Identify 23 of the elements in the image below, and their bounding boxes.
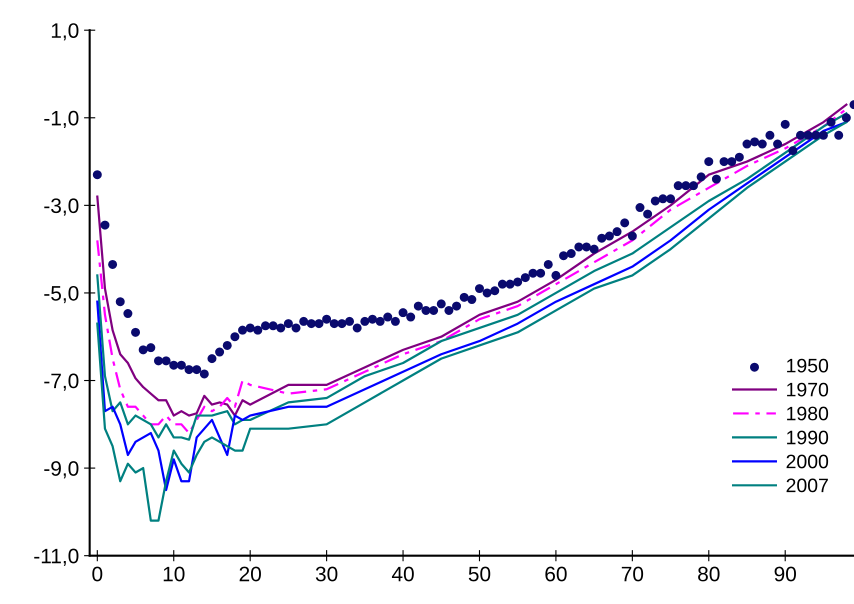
legend-label: 1950 <box>787 358 828 372</box>
x-tick-label: 40 <box>392 566 414 582</box>
x-tick-label: 70 <box>622 566 644 582</box>
x-tick-label: 10 <box>164 566 185 582</box>
legend-label: 2000 <box>786 454 828 468</box>
x-tick-label: 90 <box>774 566 796 582</box>
x-tick-label: 0 <box>92 566 102 582</box>
y-tick-label: -1,0 <box>44 110 78 128</box>
y-tick-label: -5,0 <box>44 286 78 304</box>
y-tick-label: -7,0 <box>44 374 78 391</box>
x-tick-label: 60 <box>545 566 567 582</box>
y-tick-label: -3,0 <box>44 198 78 216</box>
x-tick-label: 20 <box>240 566 261 582</box>
legend-label: 1990 <box>787 430 828 444</box>
y-tick-label: 1,0 <box>52 23 78 40</box>
x-tick-label: 30 <box>316 566 338 582</box>
y-tick-label: -11,0 <box>34 548 78 566</box>
legend-label: 1970 <box>787 382 828 396</box>
legend-label: 1980 <box>787 406 828 420</box>
x-tick-label: 80 <box>698 566 720 582</box>
legend-label: 2007 <box>786 478 828 492</box>
x-tick-label: 50 <box>468 566 490 582</box>
y-tick-label: -9,0 <box>44 461 78 478</box>
